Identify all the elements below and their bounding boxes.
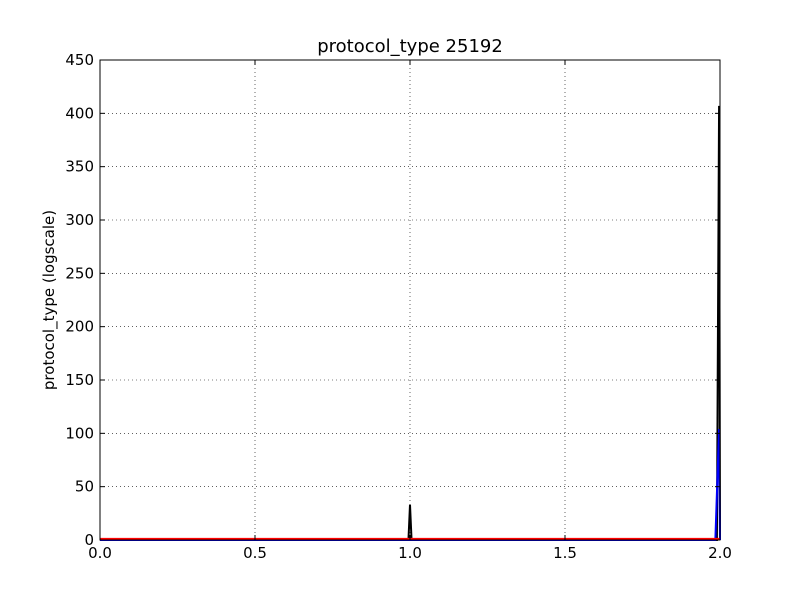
y-tick-label: 200 (65, 318, 94, 336)
y-tick-label: 150 (65, 371, 94, 389)
y-tick-label: 450 (65, 51, 94, 69)
x-tick-label: 2.0 (708, 544, 732, 562)
x-tick-label: 0.0 (88, 544, 112, 562)
y-axis-label: protocol_type (logscale) (40, 210, 59, 390)
y-tick-label: 250 (65, 264, 94, 282)
x-tick-label: 1.0 (398, 544, 422, 562)
y-tick-label: 50 (75, 478, 94, 496)
x-tick-label: 0.5 (243, 544, 267, 562)
y-tick-label: 400 (65, 104, 94, 122)
y-tick-label: 100 (65, 424, 94, 442)
chart-title: protocol_type 25192 (317, 36, 503, 57)
tick-marks (99, 59, 721, 541)
x-tick-labels: 0.0 0.5 1.0 1.5 2.0 (88, 544, 732, 562)
y-tick-label: 0 (84, 531, 94, 549)
y-tick-label: 300 (65, 211, 94, 229)
y-tick-labels: 0 50 100 150 200 250 300 350 400 450 (65, 51, 94, 549)
y-tick-label: 350 (65, 158, 94, 176)
x-tick-label: 1.5 (553, 544, 577, 562)
